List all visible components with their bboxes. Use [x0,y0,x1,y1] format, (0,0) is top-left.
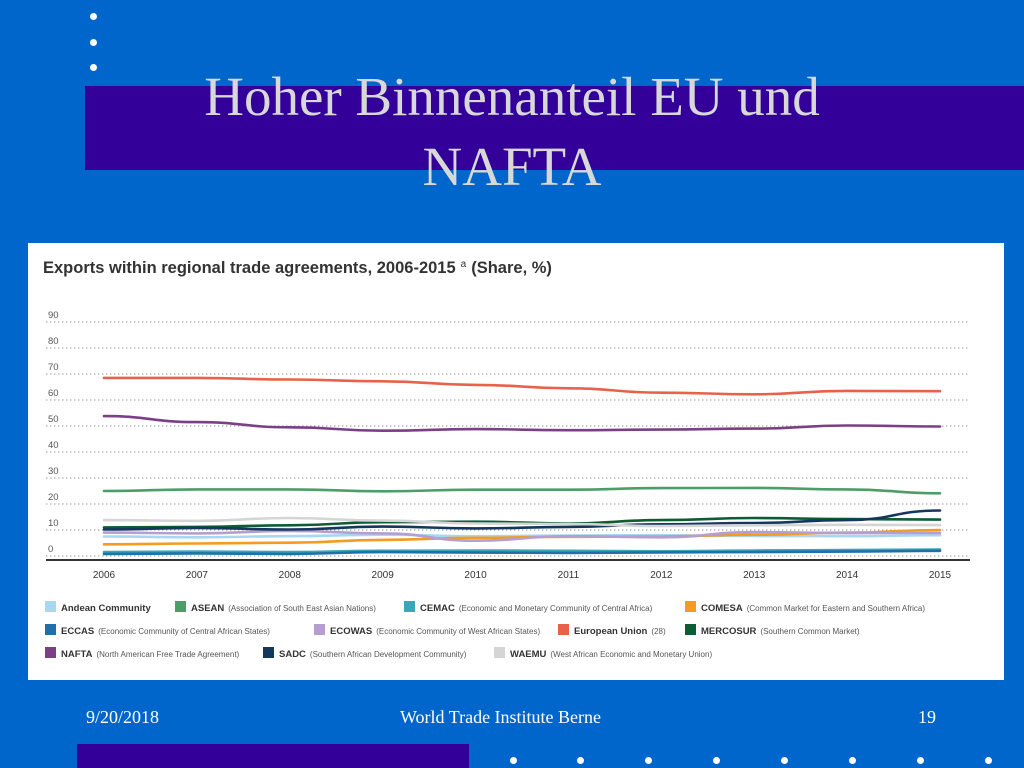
legend-description: (Common Market for Eastern and Southern … [747,604,926,613]
y-tick-label: 80 [48,336,59,347]
x-tick-label: 2011 [558,570,580,581]
legend-item-ecowas: ECOWAS (Economic Community of West Africa… [330,626,540,637]
legend-description: (Association of South East Asian Nations… [228,604,376,613]
legend-swatch-cemac [404,601,415,612]
series-line-asean [102,486,942,495]
legend-item-andean-community: Andean Community [61,603,151,614]
legend-swatch-eccas [45,624,56,635]
legend-swatch-mercosur [685,624,696,635]
legend-swatch-european-union [558,624,569,635]
y-tick-label: 50 [48,414,59,425]
series-line-ecowas [102,529,942,542]
chart-panel: Exports within regional trade agreements… [28,243,1004,680]
legend-item-waemu: WAEMU (West African Economic and Monetary… [510,649,712,660]
series-line-waemu [102,516,942,528]
legend-label: COMESA [701,603,743,614]
legend-description: (Economic and Monetary Community of Cent… [459,604,653,613]
slide-title: Hoher Binnenanteil EU und NAFTA [60,62,964,202]
legend-description: (Southern Common Market) [760,627,859,636]
legend-label: WAEMU [510,649,547,660]
footer-band [77,744,469,768]
legend-label: NAFTA [61,649,93,660]
chart-title-main: Exports within regional trade agreements… [43,259,456,277]
footer-page-number: 19 [918,707,936,727]
legend-item-asean: ASEAN (Association of South East Asian Na… [191,603,376,614]
legend-swatch-sadc [263,647,274,658]
legend-item-nafta: NAFTA (North American Free Trade Agreemen… [61,649,240,660]
legend-description: (Southern African Development Community) [310,650,467,659]
x-tick-label: 2007 [186,570,209,581]
bullet-dot [510,757,517,764]
legend-description: (Economic Community of West African Stat… [376,627,540,636]
x-tick-label: 2012 [650,570,673,581]
bullet-dot [917,757,924,764]
footer-center: World Trade Institute Berne [400,707,602,727]
y-tick-label: 30 [48,466,59,477]
y-tick-label: 20 [48,492,59,503]
bullet-dot [577,757,584,764]
legend-swatch-ecowas [314,624,325,635]
x-tick-label: 2010 [464,570,487,581]
x-tick-label: 2015 [929,570,952,581]
series-line-nafta [102,414,942,432]
y-tick-label: 70 [48,362,59,373]
legend-label: ASEAN [191,603,224,614]
bullet-dot [781,757,788,764]
x-tick-label: 2008 [279,570,302,581]
series-line-andean-community [102,533,942,539]
legend-label: European Union [574,626,648,637]
legend-description: (North American Free Trade Agreement) [96,650,239,659]
y-tick-label: 10 [48,518,59,529]
chart-title-suffix: (Share, %) [471,259,552,277]
y-tick-label: 90 [48,310,59,321]
legend-label: ECCAS [61,626,94,637]
series-line-cemac [102,548,942,554]
x-tick-label: 2013 [743,570,766,581]
y-tick-label: 0 [48,544,53,555]
bullet-dot [90,39,97,46]
legend-label: CEMAC [420,603,455,614]
slide-title-line-2: NAFTA [422,136,602,197]
bullet-dot [90,64,97,71]
legend-swatch-asean [175,601,186,612]
series-line-eccas [102,549,942,556]
series-line-european-union [102,376,942,396]
legend-label: SADC [279,649,306,660]
legend-label: Andean Community [61,603,151,614]
x-tick-label: 2014 [836,570,859,581]
slide-title-line-1: Hoher Binnenanteil EU und [204,66,820,127]
legend-item-sadc: SADC (Southern African Development Commun… [279,649,467,660]
footer-date: 9/20/2018 [86,707,160,727]
bullet-dot [849,757,856,764]
legend-label: MERCOSUR [701,626,757,637]
chart-title-sup: a [461,259,467,270]
bullet-dot [645,757,652,764]
legend-label: ECOWAS [330,626,372,637]
legend-item-european-union: European Union (28) [574,626,666,637]
bullet-dot [985,757,992,764]
chart: Exports within regional trade agreements… [43,259,970,660]
legend-description: (West African Economic and Monetary Unio… [550,650,712,659]
bullet-dot [90,13,97,20]
x-tick-label: 2006 [93,570,116,581]
legend-item-comesa: COMESA (Common Market for Eastern and Sou… [701,603,925,614]
chart-title: Exports within regional trade agreements… [43,259,552,277]
legend-item-mercosur: MERCOSUR (Southern Common Market) [701,626,860,637]
legend-item-eccas: ECCAS (Economic Community of Central Afri… [61,626,270,637]
x-tick-label: 2009 [372,570,395,581]
legend-swatch-comesa [685,601,696,612]
legend-swatch-andean-community [45,601,56,612]
legend-swatch-waemu [494,647,505,658]
legend-item-cemac: CEMAC (Economic and Monetary Community of… [420,603,653,614]
legend-description: (28) [651,627,666,636]
legend-description: (Economic Community of Central African S… [98,627,270,636]
bullet-dot [713,757,720,764]
title-band [85,86,1024,170]
legend-swatch-nafta [45,647,56,658]
series-line-sadc [102,509,942,531]
y-tick-label: 40 [48,440,59,451]
y-tick-label: 60 [48,388,59,399]
